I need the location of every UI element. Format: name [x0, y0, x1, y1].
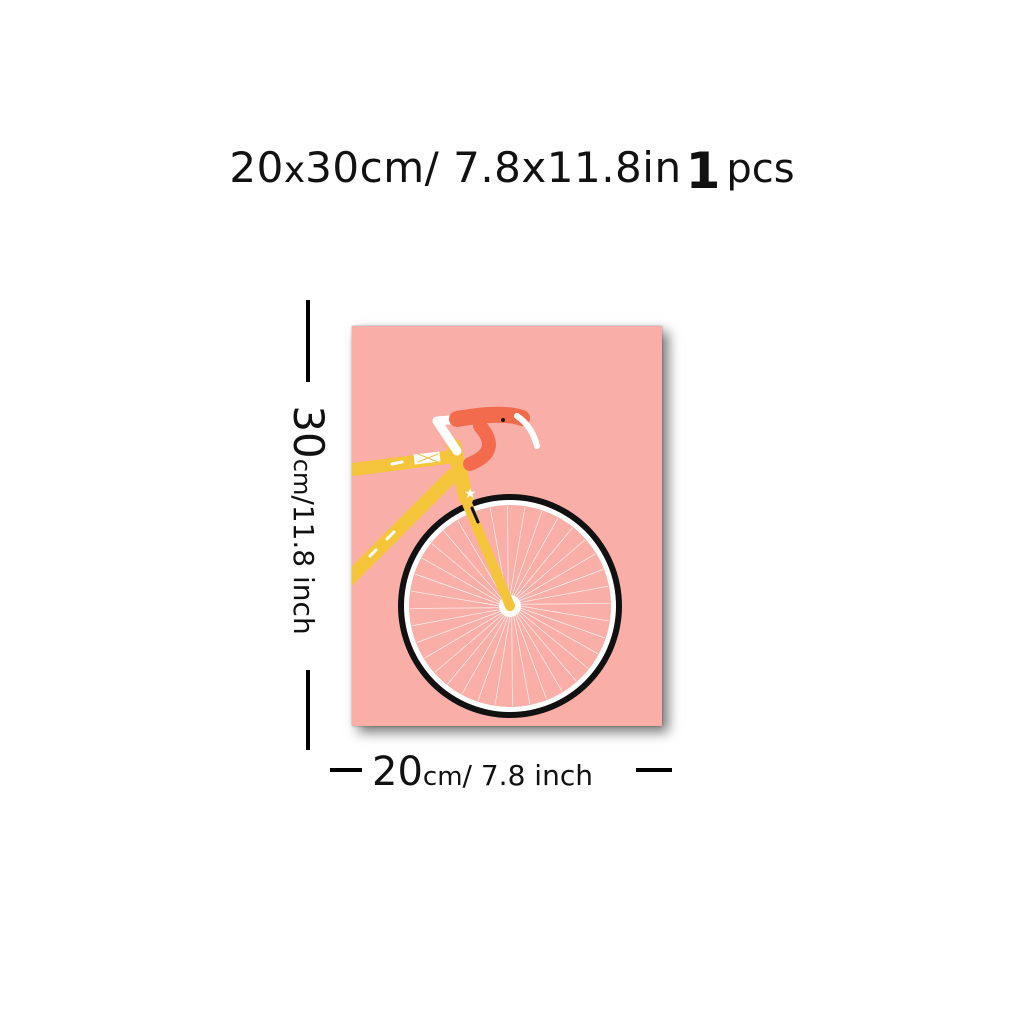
wheel-spoke — [422, 557, 501, 603]
height-value: 30 — [284, 405, 333, 459]
wheel-spoke — [516, 613, 563, 692]
wheel-spoke — [519, 605, 609, 622]
wheel-spoke — [514, 614, 547, 700]
wheel-spoke — [519, 603, 610, 605]
svg-text:★: ★ — [464, 486, 477, 502]
height-label: 30cm/11.8 inch — [284, 405, 333, 635]
front-wheel — [398, 494, 622, 718]
width-value: 20 — [372, 749, 423, 795]
wheel-spoke — [517, 553, 596, 600]
wheel-spoke — [518, 569, 604, 602]
wheel-spoke — [411, 609, 501, 627]
title-width: 20 — [229, 143, 284, 192]
height-inches: /11.8 inch — [287, 495, 320, 635]
wheel-spoke — [509, 507, 526, 597]
canvas-poster: ★ — [352, 326, 662, 726]
wheel-spoke — [447, 614, 506, 685]
wheel-spoke — [410, 607, 501, 609]
width-inches: / 7.8 inch — [462, 759, 593, 792]
title-dimensions: 30cm/ 7.8x11.8in — [305, 143, 682, 192]
wheel-spoke — [516, 539, 586, 599]
wheel-spoke — [424, 612, 503, 659]
wheel-spoke — [415, 573, 501, 605]
wheel-spoke — [511, 615, 513, 706]
wheel-spoke — [519, 609, 598, 655]
height-unit: cm — [288, 458, 316, 496]
width-dimension-line-right — [636, 768, 672, 772]
wheel-spoke — [518, 610, 589, 669]
wheel-spoke — [519, 585, 609, 603]
wheel-spoke — [511, 511, 543, 597]
wheel-spoke — [434, 613, 504, 673]
width-label: 20cm/ 7.8 inch — [372, 752, 593, 792]
wheel-spoke — [461, 615, 507, 694]
wheel-spoke — [477, 615, 509, 701]
size-title: 20x30cm/ 7.8x11.8in1 pcs — [0, 140, 1024, 196]
wheel-spoke — [416, 610, 502, 643]
title-quantity: 1 — [685, 142, 721, 200]
wheel-spoke — [513, 518, 559, 597]
wheel-spoke — [507, 506, 509, 597]
title-x-separator: x — [283, 150, 306, 191]
width-dimension-line-left — [330, 768, 362, 772]
wheel-spoke — [494, 615, 511, 705]
height-dimension-line-bottom — [306, 670, 310, 750]
title-quantity-unit: pcs — [726, 146, 795, 192]
wheel-spoke — [431, 543, 502, 602]
wheel-spoke — [517, 612, 577, 682]
wheel-spoke — [514, 527, 573, 598]
handlebars — [432, 406, 540, 471]
wheel-spoke — [519, 607, 605, 639]
height-dimension-line-top — [306, 300, 310, 382]
wheel-spoke — [513, 615, 531, 705]
wheel-spoke — [411, 590, 501, 607]
width-unit: cm — [422, 762, 463, 792]
wheel-spoke — [443, 530, 503, 600]
bicycle-illustration: ★ — [352, 406, 622, 718]
